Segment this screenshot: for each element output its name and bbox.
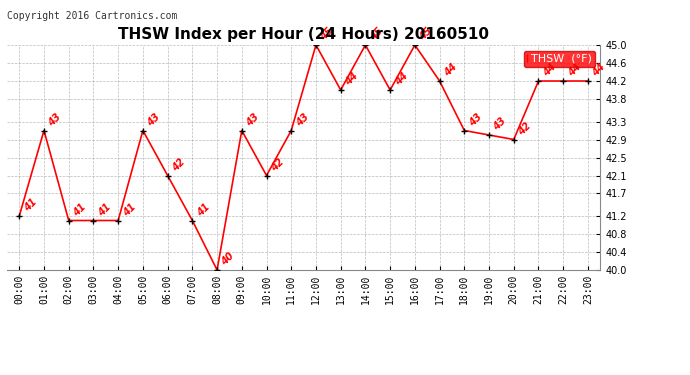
Text: 44: 44 — [591, 62, 607, 79]
Text: 42: 42 — [170, 157, 187, 173]
Text: 43: 43 — [244, 112, 262, 128]
Text: 44: 44 — [393, 71, 410, 88]
Text: 41: 41 — [72, 202, 88, 218]
Text: 41: 41 — [22, 197, 39, 214]
Text: 42: 42 — [269, 157, 286, 173]
Legend: THSW  (°F): THSW (°F) — [524, 51, 595, 67]
Text: 44: 44 — [566, 62, 582, 79]
Text: 44: 44 — [541, 62, 558, 79]
Text: 43: 43 — [47, 112, 63, 128]
Text: 41: 41 — [96, 202, 113, 218]
Text: 41: 41 — [121, 202, 137, 218]
Text: 45: 45 — [319, 26, 335, 43]
Text: 44: 44 — [344, 71, 360, 88]
Text: Copyright 2016 Cartronics.com: Copyright 2016 Cartronics.com — [7, 11, 177, 21]
Text: 43: 43 — [467, 112, 484, 128]
Text: 43: 43 — [294, 112, 310, 128]
Text: 45: 45 — [368, 26, 385, 43]
Text: 44: 44 — [442, 62, 459, 79]
Text: 45: 45 — [417, 26, 434, 43]
Text: 42: 42 — [517, 121, 533, 137]
Text: 43: 43 — [492, 116, 509, 133]
Text: 41: 41 — [195, 202, 212, 218]
Title: THSW Index per Hour (24 Hours) 20160510: THSW Index per Hour (24 Hours) 20160510 — [118, 27, 489, 42]
Text: 43: 43 — [146, 112, 162, 128]
Text: 40: 40 — [220, 251, 237, 268]
